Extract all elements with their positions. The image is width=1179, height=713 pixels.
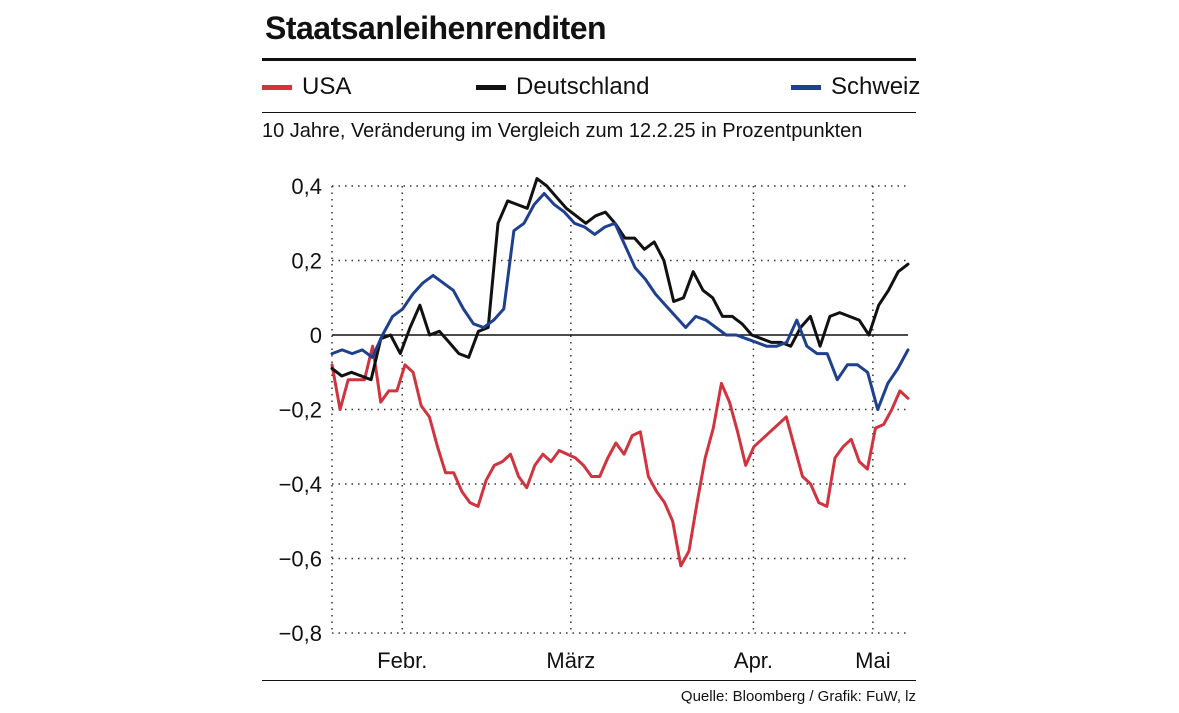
y-tick-label-5: −0,6 (279, 547, 322, 572)
series-line-deutschland (330, 177, 910, 382)
legend-label-deutschland: Deutschland (516, 73, 650, 100)
series-line-schweiz (330, 192, 910, 411)
x-tick-label-0: Febr. (377, 648, 427, 673)
legend-item-deutschland: Deutschland (476, 72, 649, 102)
y-tick-label-4: −0,4 (279, 472, 322, 497)
legend-swatch-deutschland (476, 84, 506, 90)
footer-divider (262, 680, 916, 681)
y-tick-label-3: −0,2 (279, 398, 322, 423)
title-divider (262, 58, 916, 61)
y-tick-label-1: 0,2 (291, 249, 322, 274)
legend-label-usa: USA (302, 73, 352, 100)
x-tick-label-2: Apr. (734, 648, 773, 673)
chart-subtitle: 10 Jahre, Veränderung im Vergleich zum 1… (262, 120, 863, 142)
legend-item-usa: USA (262, 72, 351, 102)
legend-item-schweiz: Schweiz (791, 72, 920, 102)
series-line-usa (330, 344, 910, 568)
legend-swatch-usa (262, 84, 292, 90)
y-tick-label-6: −0,8 (279, 621, 322, 646)
x-tick-label-1: März (546, 648, 595, 673)
legend-divider (262, 112, 916, 113)
legend-label-schweiz: Schweiz (831, 73, 921, 100)
source-note: Quelle: Bloomberg / Grafik: FuW, lz (680, 688, 916, 705)
legend-swatch-schweiz (791, 84, 821, 90)
y-tick-label-2: 0 (310, 323, 322, 348)
y-tick-label-0: 0,4 (291, 174, 322, 199)
chart-title: Staatsanleihenrenditen (265, 10, 607, 46)
x-tick-label-3: Mai (855, 648, 890, 673)
